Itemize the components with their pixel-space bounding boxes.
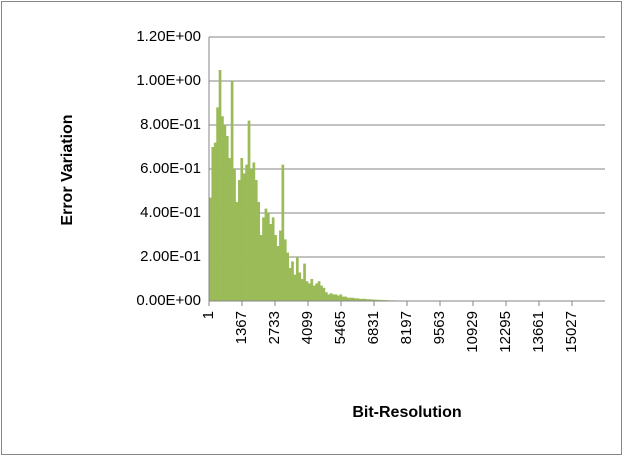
bar — [300, 279, 304, 301]
bar — [312, 285, 316, 301]
bar — [378, 299, 381, 301]
x-tick-label: 9563 — [431, 311, 448, 344]
bar — [209, 197, 212, 301]
bar — [264, 208, 268, 301]
y-tick-label: 1.00E+00 — [136, 72, 201, 89]
bar — [317, 281, 321, 301]
bar — [245, 164, 248, 301]
x-tick-label: 5465 — [332, 311, 349, 344]
x-tick-label: 10929 — [464, 311, 481, 353]
bar — [288, 268, 292, 301]
bar — [259, 235, 263, 301]
bar — [341, 296, 345, 301]
bar — [361, 298, 364, 301]
bar — [286, 252, 290, 301]
bar — [356, 298, 360, 301]
bar — [349, 297, 352, 301]
bar — [380, 299, 384, 301]
bar — [375, 299, 379, 301]
x-tick-label: 13661 — [530, 311, 547, 353]
x-tick-label: 6831 — [365, 311, 382, 344]
bar — [295, 257, 299, 301]
bar — [353, 298, 357, 301]
bar — [235, 202, 239, 301]
bar — [344, 296, 348, 301]
bar — [221, 116, 224, 301]
bar — [262, 217, 265, 301]
bar — [240, 158, 244, 301]
x-tick-label: 1 — [200, 311, 217, 319]
bar — [274, 235, 277, 301]
bar — [247, 120, 251, 301]
bar — [366, 299, 369, 301]
bar — [269, 224, 273, 301]
bar — [225, 136, 229, 301]
bar — [271, 217, 275, 301]
x-tick-label: 8197 — [398, 311, 415, 344]
bar — [346, 297, 350, 301]
bar — [223, 125, 227, 301]
bar — [324, 292, 328, 301]
bar — [368, 299, 372, 301]
y-tick-label: 2.00E-01 — [140, 248, 201, 265]
bar — [254, 180, 258, 301]
bar — [339, 294, 343, 301]
y-tick-label: 6.00E-01 — [140, 160, 201, 177]
x-tick-label: 15027 — [563, 311, 580, 353]
bar — [305, 281, 309, 301]
bar — [358, 298, 362, 301]
bar — [279, 230, 282, 301]
bar — [230, 81, 234, 301]
bar — [351, 297, 355, 301]
bar — [303, 263, 306, 301]
bar — [216, 107, 219, 302]
bar — [337, 295, 340, 301]
bar — [250, 169, 253, 301]
bar — [283, 239, 287, 301]
y-tick-label: 1.20E+00 — [136, 28, 201, 45]
y-tick-label: 8.00E-01 — [140, 116, 201, 133]
bar — [332, 294, 335, 301]
bar — [266, 213, 270, 301]
bar — [308, 283, 311, 301]
bar — [315, 283, 319, 301]
bar — [363, 298, 367, 301]
x-tick-label: 2733 — [266, 311, 283, 344]
x-tick-label: 4099 — [299, 311, 316, 344]
bar — [327, 294, 331, 301]
x-tick-label: 1367 — [233, 311, 250, 344]
bar — [298, 272, 302, 301]
bar — [281, 164, 285, 301]
bar — [310, 279, 314, 301]
bar — [322, 287, 326, 301]
x-axis-label: Bit-Resolution — [352, 404, 461, 421]
bar — [291, 261, 294, 301]
y-axis-label: Error Variation — [59, 114, 76, 225]
bar — [276, 246, 280, 301]
bar — [252, 162, 256, 301]
bar — [334, 294, 338, 301]
bar — [370, 299, 374, 301]
bar — [293, 274, 297, 301]
x-tick-label: 12295 — [497, 311, 514, 353]
bar — [218, 70, 222, 301]
bar — [329, 293, 333, 301]
bar — [242, 173, 246, 301]
bar — [233, 169, 236, 301]
bar — [211, 147, 215, 301]
bar — [320, 285, 323, 301]
bar — [213, 142, 217, 301]
bar — [257, 202, 261, 301]
bar — [237, 180, 241, 301]
y-tick-label: 0.00E+00 — [136, 292, 201, 309]
y-tick-label: 4.00E-01 — [140, 204, 201, 221]
bar — [228, 158, 232, 301]
bar — [373, 299, 376, 301]
